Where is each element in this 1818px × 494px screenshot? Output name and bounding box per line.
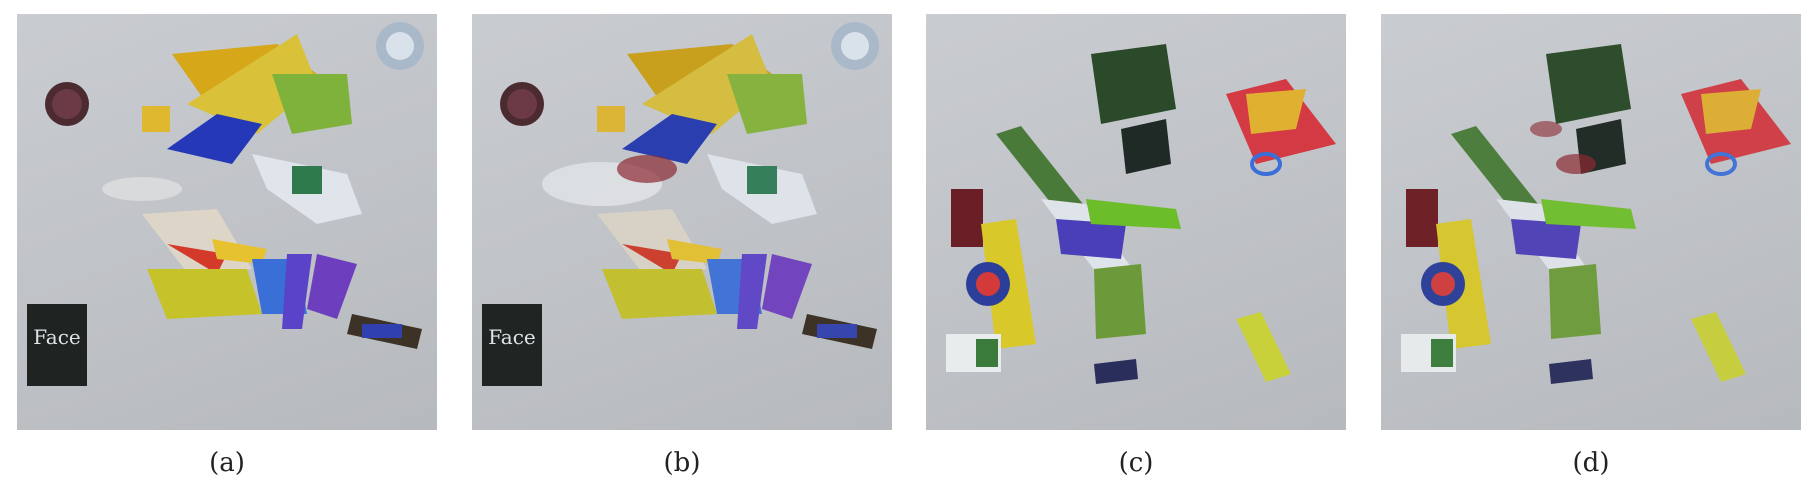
panel-b-image: Face [472,14,892,430]
scene-2-original [946,44,1336,384]
caption-a: (a) [209,448,245,478]
caption-b: (b) [663,448,701,478]
panel-c-image [926,14,1346,430]
label-text-face: Face [33,325,80,349]
label-text-face: Face [488,325,535,349]
scene-1-original: Face [27,22,424,386]
caption-c: (c) [1118,448,1154,478]
scene-1-generated: Face [482,22,879,386]
caption-d: (d) [1572,448,1610,478]
panel-d-image [1381,14,1801,430]
scene-2-generated [1401,44,1791,384]
panel-a-image: Face [17,14,437,430]
